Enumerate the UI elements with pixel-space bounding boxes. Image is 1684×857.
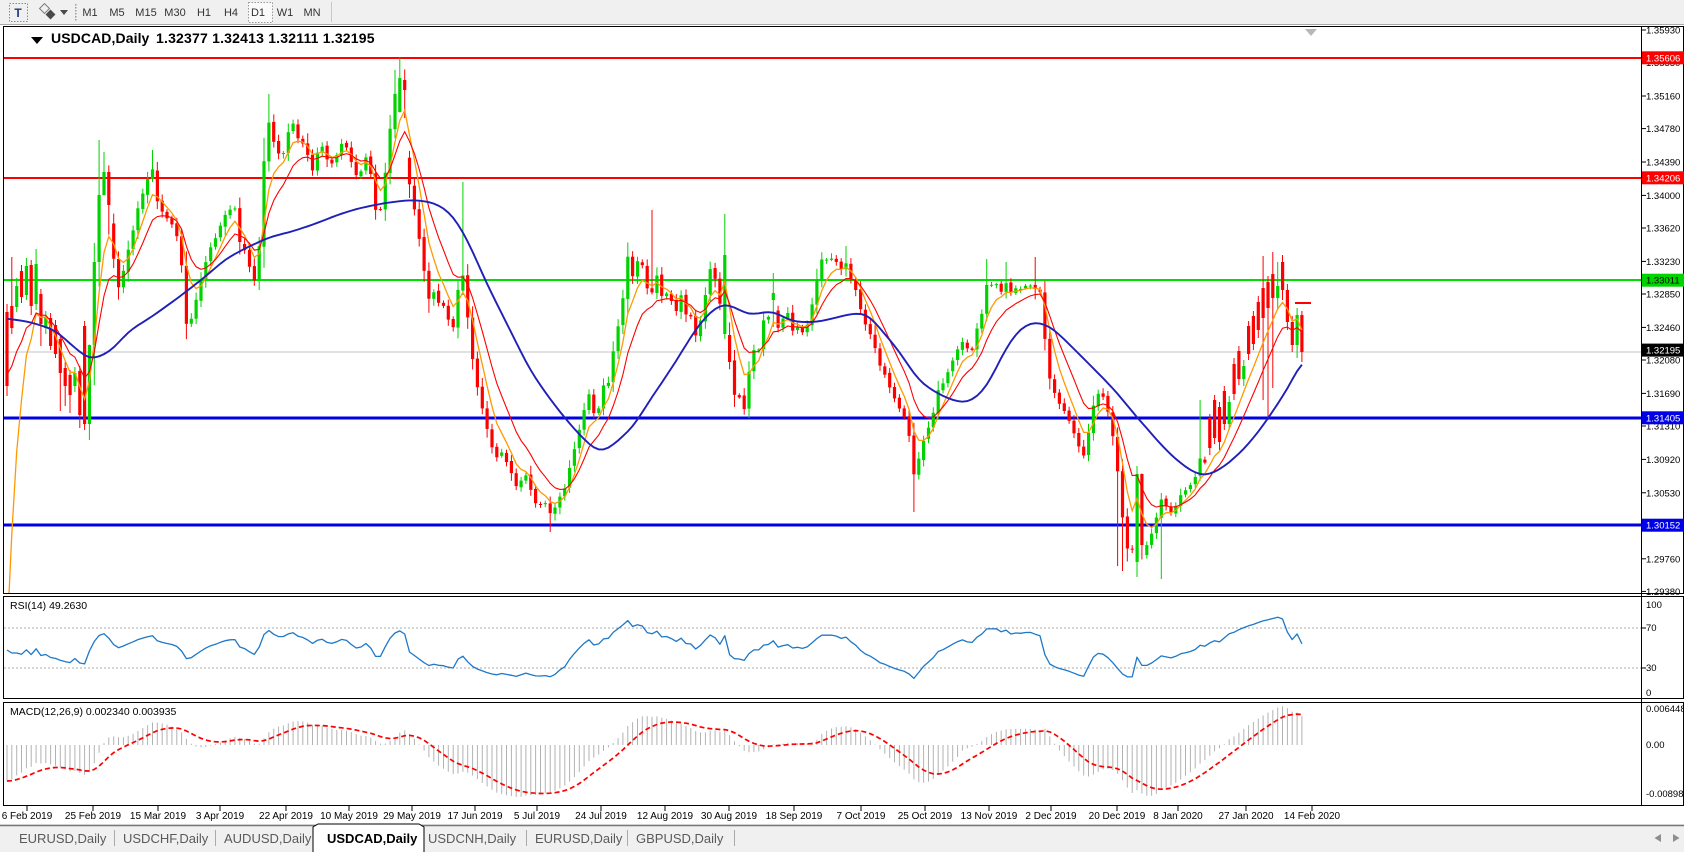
- svg-text:1.34390: 1.34390: [1646, 158, 1680, 169]
- svg-text:EURUSD,Daily: EURUSD,Daily: [19, 831, 107, 846]
- svg-text:24 Jul 2019: 24 Jul 2019: [575, 811, 627, 822]
- svg-text:M5: M5: [109, 7, 124, 19]
- svg-text:1.29380: 1.29380: [1646, 587, 1680, 598]
- svg-text:0.006448: 0.006448: [1646, 704, 1684, 715]
- svg-text:M15: M15: [135, 7, 156, 19]
- svg-text:22 Apr 2019: 22 Apr 2019: [259, 811, 313, 822]
- svg-text:1.33620: 1.33620: [1646, 224, 1680, 235]
- svg-text:14 Feb 2020: 14 Feb 2020: [1284, 811, 1341, 822]
- svg-text:1.32080: 1.32080: [1646, 356, 1680, 367]
- svg-text:MN: MN: [303, 7, 320, 19]
- svg-text:1.34780: 1.34780: [1646, 124, 1680, 135]
- svg-text:MACD(12,26,9) 0.002340 0.00393: MACD(12,26,9) 0.002340 0.003935: [10, 706, 177, 718]
- svg-text:70: 70: [1646, 623, 1657, 634]
- svg-text:10 May 2019: 10 May 2019: [320, 811, 378, 822]
- svg-text:H1: H1: [197, 7, 211, 19]
- svg-text:1.35160: 1.35160: [1646, 92, 1680, 103]
- svg-text:3 Apr 2019: 3 Apr 2019: [196, 811, 245, 822]
- svg-text:1.32195: 1.32195: [1646, 346, 1680, 357]
- svg-text:1.34206: 1.34206: [1646, 173, 1680, 184]
- svg-text:1.35606: 1.35606: [1646, 53, 1680, 64]
- svg-text:1.30920: 1.30920: [1646, 455, 1680, 466]
- svg-text:30 Aug 2019: 30 Aug 2019: [701, 811, 758, 822]
- svg-text:25 Oct 2019: 25 Oct 2019: [898, 811, 953, 822]
- svg-text:1.31310: 1.31310: [1646, 422, 1680, 433]
- svg-text:RSI(14) 49.2630: RSI(14) 49.2630: [10, 600, 87, 612]
- svg-text:1.35930: 1.35930: [1646, 26, 1680, 37]
- svg-text:USDCHF,Daily: USDCHF,Daily: [123, 831, 209, 846]
- svg-text:15 Mar 2019: 15 Mar 2019: [130, 811, 187, 822]
- svg-text:1.29760: 1.29760: [1646, 554, 1680, 565]
- svg-text:1.30152: 1.30152: [1646, 521, 1680, 532]
- svg-text:2 Dec 2019: 2 Dec 2019: [1025, 811, 1077, 822]
- svg-text:USDCNH,Daily: USDCNH,Daily: [428, 831, 517, 846]
- svg-text:M30: M30: [164, 7, 185, 19]
- svg-text:17 Jun 2019: 17 Jun 2019: [447, 811, 502, 822]
- svg-text:20 Dec 2019: 20 Dec 2019: [1089, 811, 1146, 822]
- svg-text:1.33011: 1.33011: [1646, 276, 1680, 287]
- svg-text:29 May 2019: 29 May 2019: [383, 811, 441, 822]
- svg-text:0.00: 0.00: [1646, 740, 1665, 751]
- svg-text:6 Feb 2019: 6 Feb 2019: [2, 811, 53, 822]
- svg-text:25 Feb 2019: 25 Feb 2019: [65, 811, 122, 822]
- svg-text:AUDUSD,Daily: AUDUSD,Daily: [224, 831, 312, 846]
- svg-text:27 Jan 2020: 27 Jan 2020: [1218, 811, 1273, 822]
- svg-text:M1: M1: [82, 7, 97, 19]
- svg-text:1.31405: 1.31405: [1646, 413, 1680, 424]
- svg-text:1.32377 1.32413 1.32111 1.3219: 1.32377 1.32413 1.32111 1.32195: [156, 30, 375, 46]
- svg-text:D1: D1: [251, 7, 265, 19]
- svg-text:1.31690: 1.31690: [1646, 389, 1680, 400]
- svg-text:30: 30: [1646, 663, 1657, 674]
- svg-text:18 Sep 2019: 18 Sep 2019: [766, 811, 823, 822]
- svg-text:7 Oct 2019: 7 Oct 2019: [837, 811, 886, 822]
- svg-text:1.32460: 1.32460: [1646, 323, 1680, 334]
- svg-text:1.33230: 1.33230: [1646, 257, 1680, 268]
- svg-text:1.34000: 1.34000: [1646, 191, 1680, 202]
- svg-text:13 Nov 2019: 13 Nov 2019: [961, 811, 1018, 822]
- svg-text:USDCAD,Daily: USDCAD,Daily: [327, 831, 418, 846]
- svg-text:EURUSD,Daily: EURUSD,Daily: [535, 831, 623, 846]
- svg-text:-0.008982: -0.008982: [1646, 789, 1684, 800]
- svg-text:1.30530: 1.30530: [1646, 488, 1680, 499]
- svg-text:USDCAD,Daily: USDCAD,Daily: [51, 30, 150, 46]
- svg-text:H4: H4: [224, 7, 238, 19]
- svg-text:0: 0: [1646, 688, 1651, 699]
- svg-text:T: T: [14, 6, 22, 20]
- svg-text:5 Jul 2019: 5 Jul 2019: [514, 811, 561, 822]
- svg-text:12 Aug 2019: 12 Aug 2019: [637, 811, 694, 822]
- svg-text:W1: W1: [277, 7, 294, 19]
- svg-text:100: 100: [1646, 600, 1662, 611]
- svg-text:1.32850: 1.32850: [1646, 290, 1680, 301]
- svg-text:8 Jan 2020: 8 Jan 2020: [1153, 811, 1203, 822]
- svg-text:GBPUSD,Daily: GBPUSD,Daily: [636, 831, 724, 846]
